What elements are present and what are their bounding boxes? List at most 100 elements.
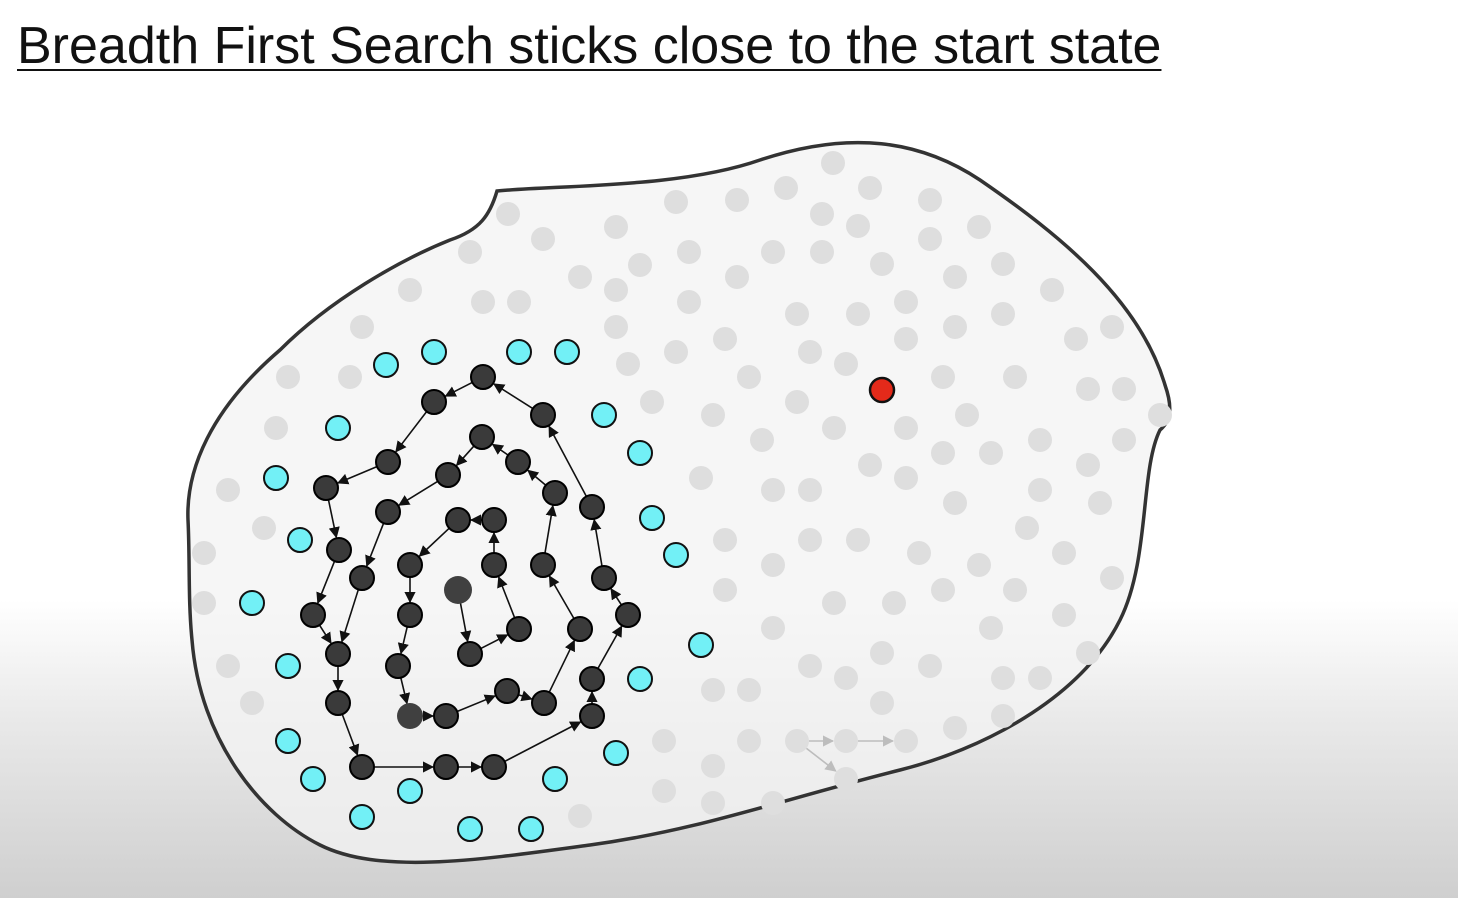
search-edge <box>459 601 472 643</box>
search-edge <box>544 504 557 554</box>
unexplored-node <box>192 591 216 615</box>
unexplored-node <box>918 227 942 251</box>
unexplored-node <box>991 666 1015 690</box>
explored-node <box>531 690 557 716</box>
unexplored-node <box>252 516 276 540</box>
unexplored-node <box>882 591 906 615</box>
unexplored-node <box>350 315 374 339</box>
frontier-node <box>239 590 265 616</box>
unexplored-node <box>991 302 1015 326</box>
frontier-node <box>688 632 714 658</box>
unexplored-node <box>761 240 785 264</box>
unexplored-node <box>1112 377 1136 401</box>
explored-node <box>325 690 351 716</box>
unexplored-node <box>918 188 942 212</box>
unexplored-node <box>1076 453 1100 477</box>
unexplored-node <box>568 265 592 289</box>
unexplored-node <box>785 390 809 414</box>
unexplored-node <box>1040 278 1064 302</box>
search-edges <box>316 381 623 773</box>
frontier-node <box>263 465 289 491</box>
special-nodes <box>397 376 896 729</box>
frontier-node <box>325 415 351 441</box>
explored-node <box>300 602 326 628</box>
frontier-node <box>373 352 399 378</box>
unexplored-node <box>725 188 749 212</box>
search-edge <box>327 499 340 539</box>
unexplored-node <box>967 553 991 577</box>
unexplored-node <box>616 352 640 376</box>
unexplored-node <box>1052 541 1076 565</box>
unexplored-node <box>640 390 664 414</box>
unexplored-node <box>1028 666 1052 690</box>
frontier-node <box>275 653 301 679</box>
unexplored-node <box>943 716 967 740</box>
unexplored-node <box>834 729 858 753</box>
search-edge <box>597 625 623 669</box>
search-edge <box>444 381 473 397</box>
unexplored-node <box>894 466 918 490</box>
search-edge <box>365 522 385 567</box>
unexplored-node <box>1148 403 1172 427</box>
search-edge <box>455 445 475 467</box>
search-edge <box>456 694 497 713</box>
unexplored-node <box>737 729 761 753</box>
search-edge <box>336 465 378 485</box>
unexplored-node <box>652 779 676 803</box>
unexplored-node <box>798 654 822 678</box>
unexplored-node <box>858 176 882 200</box>
unexplored-node <box>664 340 688 364</box>
unexplored-node <box>761 553 785 577</box>
unexplored-node <box>1052 603 1076 627</box>
goal-node <box>868 376 896 404</box>
explored-node <box>530 552 556 578</box>
unexplored-node <box>568 804 592 828</box>
unexplored-nodes <box>192 151 1172 828</box>
frontier-node <box>554 339 580 365</box>
explored-node <box>457 641 483 667</box>
explored-node <box>530 402 556 428</box>
unexplored-node <box>604 278 628 302</box>
unexplored-node <box>822 591 846 615</box>
frontier-node <box>639 505 665 531</box>
unexplored-node <box>1015 516 1039 540</box>
unexplored-node <box>1088 491 1112 515</box>
frontier-node <box>627 666 653 692</box>
unexplored-node <box>761 478 785 502</box>
unexplored-node <box>785 302 809 326</box>
unexplored-node <box>496 202 520 226</box>
unexplored-node <box>1112 428 1136 452</box>
unexplored-node <box>834 666 858 690</box>
unexplored-node <box>1100 315 1124 339</box>
unexplored-node <box>894 327 918 351</box>
search-edge <box>341 713 360 756</box>
unexplored-node <box>761 616 785 640</box>
explored-node <box>591 565 617 591</box>
search-edge <box>397 626 409 655</box>
search-edge <box>518 690 533 702</box>
unexplored-node <box>737 365 761 389</box>
unexplored-node <box>834 767 858 791</box>
unexplored-node <box>846 528 870 552</box>
search-edge <box>395 411 428 453</box>
explored-node <box>349 565 375 591</box>
unexplored-node <box>967 215 991 239</box>
explored-node <box>567 616 593 642</box>
unexplored-node <box>1028 478 1052 502</box>
frontier-node <box>603 740 629 766</box>
faint-edges <box>805 735 895 772</box>
unexplored-node <box>701 678 725 702</box>
unexplored-node <box>737 678 761 702</box>
search-edge <box>548 575 575 620</box>
frontier-node <box>300 766 326 792</box>
frontier-node <box>397 778 423 804</box>
explored-node <box>433 703 459 729</box>
faint-edge <box>805 747 837 772</box>
unexplored-node <box>701 791 725 815</box>
explored-node <box>506 616 532 642</box>
unexplored-node <box>821 151 845 175</box>
frontier-node <box>542 766 568 792</box>
search-edge <box>504 721 582 763</box>
explored-node <box>469 424 495 450</box>
